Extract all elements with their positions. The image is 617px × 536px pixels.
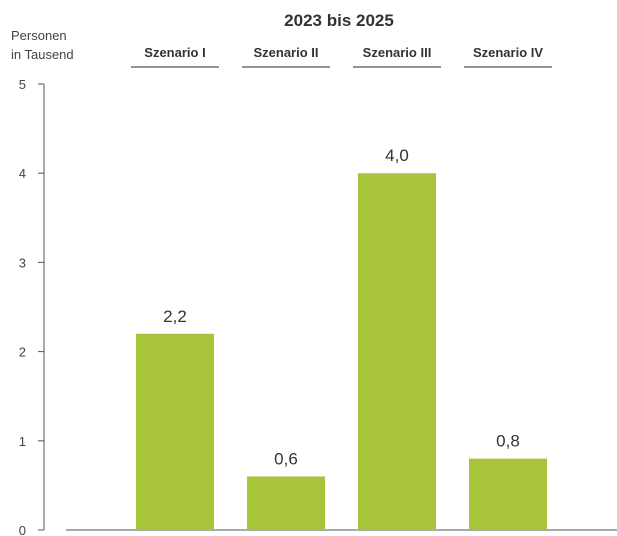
y-tick-label: 2 <box>19 345 26 360</box>
y-tick-label: 1 <box>19 434 26 449</box>
y-tick-label: 4 <box>19 166 26 181</box>
value-label: 4,0 <box>385 146 409 165</box>
category-label: Szenario II <box>253 45 318 60</box>
category-headers: Szenario I Szenario II Szenario III Szenari… <box>131 45 552 68</box>
y-axis-label-line-2: in Tausend <box>11 47 74 62</box>
y-tick-label: 5 <box>19 77 26 92</box>
bar <box>136 333 214 530</box>
y-axis-ticks: 0 1 2 3 4 5 <box>19 77 44 536</box>
chart-title: 2023 bis 2025 <box>284 11 394 30</box>
category-label: Szenario III <box>363 45 432 60</box>
value-label: 0,6 <box>274 449 298 468</box>
bar <box>469 458 547 530</box>
category-label: Szenario I <box>144 45 205 60</box>
value-labels: 2,2 0,6 4,0 0,8 <box>163 146 520 468</box>
value-label: 2,2 <box>163 307 187 326</box>
category-label: Szenario IV <box>473 45 543 60</box>
y-axis-label-line-1: Personen <box>11 28 67 43</box>
y-tick-label: 0 <box>19 523 26 536</box>
bar <box>358 173 436 530</box>
bars <box>136 173 547 530</box>
y-tick-label: 3 <box>19 255 26 270</box>
value-label: 0,8 <box>496 432 520 451</box>
bar <box>247 476 325 530</box>
